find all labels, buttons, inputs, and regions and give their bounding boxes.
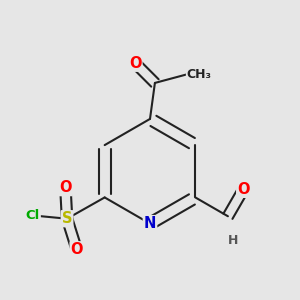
Text: O: O [129, 56, 142, 71]
Text: O: O [59, 180, 72, 195]
Text: Cl: Cl [26, 209, 40, 222]
Text: H: H [228, 234, 238, 247]
Text: CH₃: CH₃ [187, 68, 211, 81]
Text: O: O [70, 242, 83, 257]
Text: O: O [237, 182, 250, 197]
Text: S: S [62, 211, 72, 226]
Text: N: N [144, 216, 156, 231]
